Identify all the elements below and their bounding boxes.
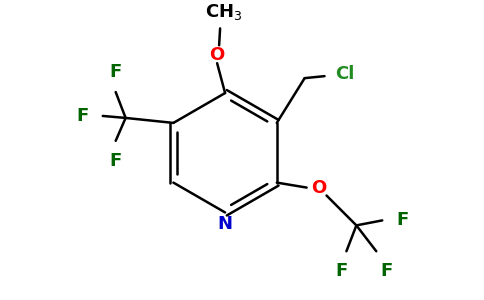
Text: F: F	[335, 262, 348, 280]
Text: F: F	[77, 107, 89, 125]
Text: O: O	[311, 178, 326, 196]
Text: F: F	[109, 152, 122, 170]
Text: F: F	[109, 63, 122, 81]
Text: F: F	[396, 212, 408, 230]
Text: N: N	[218, 215, 233, 233]
Text: F: F	[380, 262, 393, 280]
Text: CH$_3$: CH$_3$	[205, 2, 243, 22]
Text: Cl: Cl	[335, 65, 354, 83]
Text: O: O	[210, 46, 225, 64]
